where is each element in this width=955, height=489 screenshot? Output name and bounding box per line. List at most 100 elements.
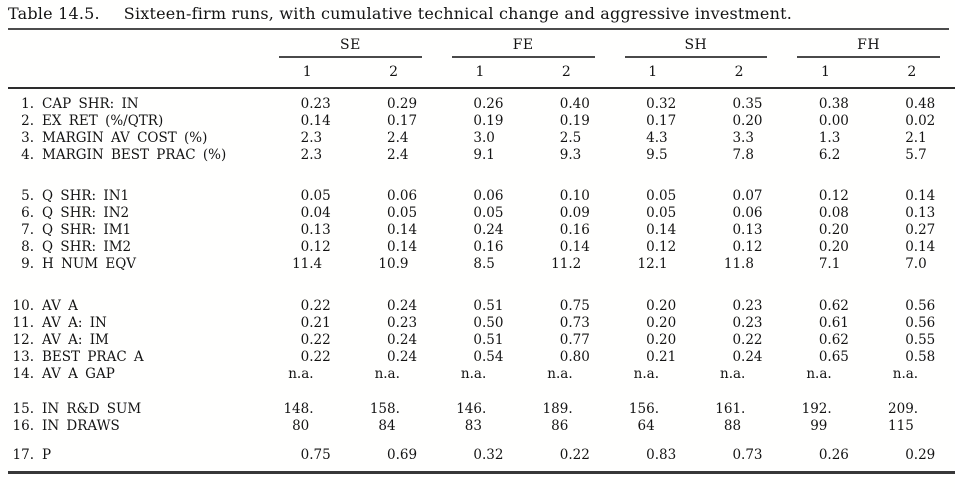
- cell-value: 0.14: [559, 239, 590, 255]
- cell-value: 0.26: [473, 96, 504, 112]
- cell-value: 2.1: [905, 130, 927, 146]
- cell-value: 0.35: [732, 96, 763, 112]
- table-row: 10. AV A 0.22 0.24 0.51 0.75 0.20 0.23 0.62 0.56: [8, 298, 955, 315]
- subcol-fh-1: 1: [782, 58, 869, 89]
- row-number: 15.: [12, 401, 34, 417]
- row-label: 7. Q SHR: IM1: [8, 222, 264, 239]
- column-groups-row: SE FE SH FH: [8, 30, 955, 58]
- cell-value: 0.32: [473, 447, 504, 463]
- table-number: Table 14.5.: [8, 4, 100, 23]
- cell-value: 11.2: [551, 256, 582, 272]
- row-number: 9.: [21, 256, 34, 272]
- row-label: 10. AV A: [8, 298, 264, 315]
- table-row: 1. CAP SHR: IN 0.23 0.29 0.26 0.40 0.32 0.35 0.3…: [8, 88, 955, 113]
- table-caption: Sixteen-firm runs, with cumulative techn…: [123, 4, 793, 23]
- row-number: 3.: [21, 130, 34, 146]
- cell-value: 0.20: [818, 222, 849, 238]
- cell-value: 0.06: [387, 188, 418, 204]
- cell-value: 0.20: [646, 298, 677, 314]
- cell-value: 0.26: [818, 447, 849, 463]
- cell-value: 161.: [715, 401, 746, 417]
- table-row: 6. Q SHR: IN2 0.04 0.05 0.05 0.09 0.05 0.06 0.08…: [8, 205, 955, 222]
- row-label-text: EX RET (%/QTR): [42, 113, 164, 129]
- cell-value: 0.75: [559, 298, 590, 314]
- cell-value: 0.12: [646, 239, 677, 255]
- table-row: 7. Q SHR: IM1 0.13 0.14 0.24 0.16 0.14 0.13 0.20…: [8, 222, 955, 239]
- cell-value: 9.1: [473, 147, 495, 163]
- cell-value: 0.20: [646, 332, 677, 348]
- table-title: Table 14.5. Sixteen-firm runs, with cumul…: [8, 3, 949, 25]
- cell-value: 0.51: [473, 298, 504, 314]
- label-column-header: [8, 30, 264, 58]
- cell-value: 0.08: [818, 205, 849, 221]
- row-label-text: AV A: IM: [42, 332, 109, 348]
- col-group-sh-label: SH: [684, 37, 708, 53]
- row-number: 5.: [21, 188, 34, 204]
- row-label-text: IN R&D SUM: [42, 401, 142, 417]
- cell-value: 9.3: [559, 147, 582, 163]
- row-number: 16.: [12, 418, 34, 434]
- cell-value: 2.3: [300, 147, 323, 163]
- cell-value: 0.22: [732, 332, 763, 348]
- row-label-text: H NUM EQV: [42, 256, 137, 272]
- cell-value: 0.54: [473, 349, 504, 365]
- subcol-fh-2: 2: [868, 58, 955, 89]
- cell-value: 6.2: [818, 147, 841, 163]
- row-number: 14.: [12, 366, 34, 382]
- cell-value: 0.62: [818, 332, 849, 348]
- cell-value: 0.38: [818, 96, 849, 112]
- cell-value: 2.3: [300, 130, 323, 146]
- cell-value: 0.24: [387, 298, 418, 314]
- row-label: 12. AV A: IM: [8, 332, 264, 349]
- cell-value: 148.: [283, 401, 314, 417]
- cell-value: 0.12: [818, 188, 849, 204]
- cell-value: 0.77: [559, 332, 590, 348]
- cell-value: 0.17: [646, 113, 677, 129]
- table-row: 12. AV A: IM 0.22 0.24 0.51 0.77 0.20 0.22 0.62 0…: [8, 332, 955, 349]
- cell-value: 0.13: [905, 205, 936, 221]
- cell-value: 0.17: [387, 113, 418, 129]
- cell-value: 2.4: [387, 130, 409, 146]
- cell-value: 0.14: [387, 239, 418, 255]
- cell-value: 192.: [801, 401, 832, 417]
- table-row: 17. P 0.75 0.69 0.32 0.22 0.83 0.73 0.26 0.29: [8, 447, 955, 464]
- cell-value: 0.10: [559, 188, 590, 204]
- col-group-se: SE: [264, 30, 437, 58]
- row-label: 6. Q SHR: IN2: [8, 205, 264, 222]
- cell-value: 0.16: [473, 239, 504, 255]
- col-group-fh-label: FH: [857, 37, 881, 53]
- cell-value: 99: [810, 418, 828, 434]
- cell-value: 0.05: [646, 188, 677, 204]
- cell-value: 0.22: [559, 447, 590, 463]
- cell-value: 0.14: [387, 222, 418, 238]
- cell-value: 3.3: [732, 130, 754, 146]
- cell-value: 0.05: [646, 205, 677, 221]
- cell-value: 0.29: [905, 447, 936, 463]
- row-label: 2. EX RET (%/QTR): [8, 113, 264, 130]
- cell-value: 0.04: [300, 205, 331, 221]
- row-label: 11. AV A: IN: [8, 315, 264, 332]
- row-group-gap: [8, 435, 955, 447]
- cell-value: 0.12: [300, 239, 331, 255]
- row-number: 10.: [12, 298, 34, 314]
- row-label: 1. CAP SHR: IN: [8, 88, 264, 113]
- cell-value: 0.05: [387, 205, 418, 221]
- cell-value: 0.80: [559, 349, 590, 365]
- cell-value: n.a.: [806, 366, 832, 382]
- bottom-rule: [8, 471, 955, 474]
- row-label-text: AV A: [42, 298, 78, 314]
- cell-value: 0.05: [473, 205, 504, 221]
- col-group-fe: FE: [437, 30, 610, 58]
- cell-value: 0.24: [473, 222, 504, 238]
- table-row: 8. Q SHR: IM2 0.12 0.14 0.16 0.14 0.12 0.12 0.20…: [8, 239, 955, 256]
- cell-value: 88: [723, 418, 742, 434]
- cell-value: 115: [888, 418, 914, 434]
- cell-value: 0.56: [905, 315, 936, 331]
- cell-value: n.a.: [374, 366, 400, 382]
- cell-value: 4.3: [646, 130, 668, 146]
- row-number: 12.: [12, 332, 34, 348]
- row-label-text: Q SHR: IN2: [42, 205, 130, 221]
- cell-value: 0.20: [818, 239, 849, 255]
- cell-value: 9.5: [646, 147, 668, 163]
